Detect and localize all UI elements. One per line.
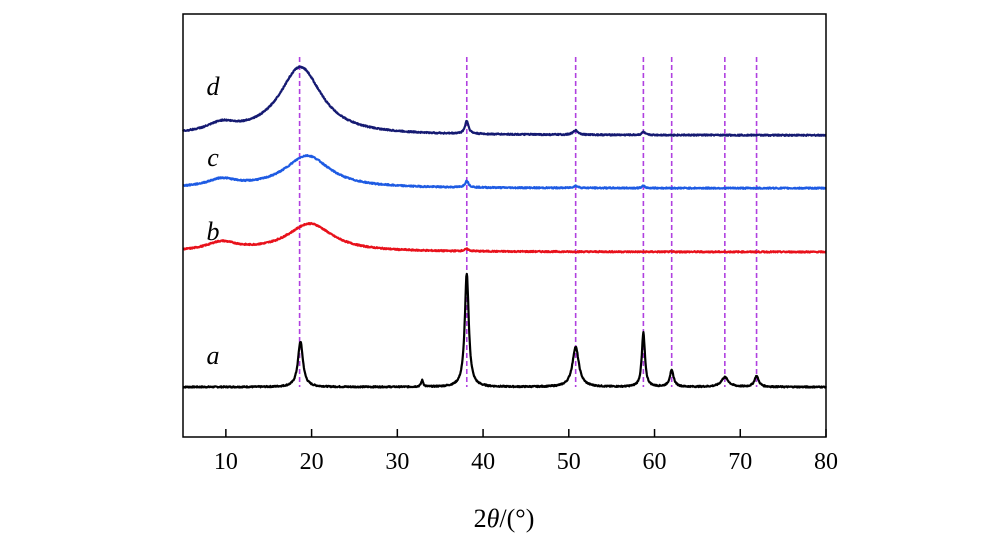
x-tick-label: 10: [214, 449, 238, 475]
series-line-a: [182, 272, 827, 389]
series-label-d: d: [207, 72, 221, 101]
x-axis-title-theta: θ: [487, 504, 500, 533]
reference-lines: [298, 57, 758, 387]
x-tick-label: 50: [557, 449, 581, 475]
x-tick-label: 30: [385, 449, 409, 475]
series-line-c: [182, 154, 827, 190]
x-tick-label: 70: [728, 449, 752, 475]
x-tick-label: 60: [643, 449, 667, 475]
x-tick-label: 20: [300, 449, 324, 475]
series-label-a: a: [207, 341, 220, 370]
x-axis-ticks: 10 20 30 40 50 60 70 80: [214, 429, 838, 475]
x-tick-label: 40: [471, 449, 495, 475]
series-label-c: c: [207, 143, 219, 172]
x-tick-label: 80: [814, 449, 838, 475]
series-label-b: b: [207, 217, 220, 246]
series-line-b: [182, 221, 827, 254]
series-labels: a b c d: [207, 72, 221, 370]
plot-frame: [182, 13, 827, 438]
series-line-d: [182, 65, 827, 137]
series-lines: [182, 65, 827, 389]
x-axis-title-prefix: 2: [474, 504, 487, 533]
x-axis-title-unit: /(°): [499, 504, 534, 533]
x-axis-title: 2θ/(°): [474, 504, 535, 533]
